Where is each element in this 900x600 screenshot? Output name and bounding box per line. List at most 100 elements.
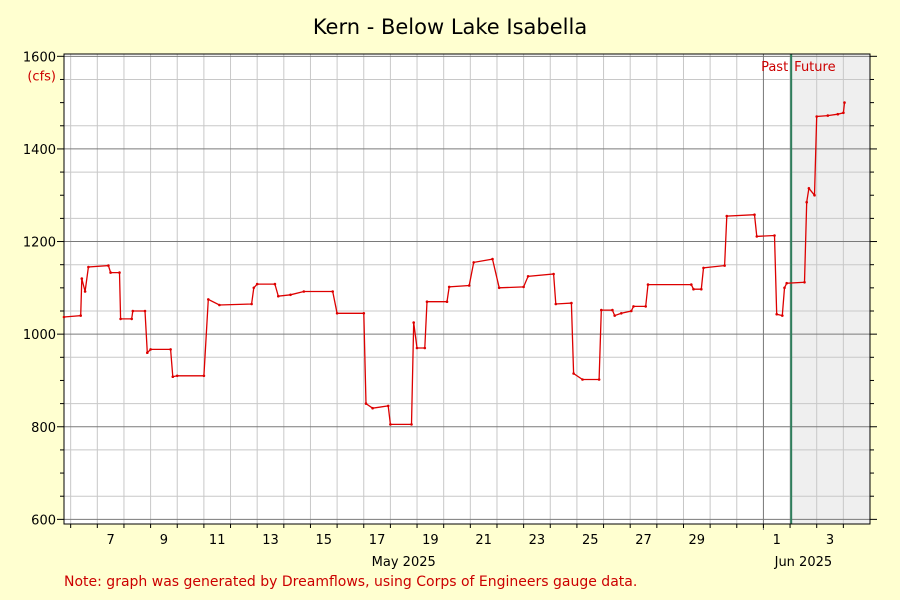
x-tick-label: 3 bbox=[826, 533, 834, 548]
data-point bbox=[805, 200, 808, 204]
data-point bbox=[725, 214, 729, 218]
y-tick-label: 800 bbox=[31, 421, 56, 436]
data-point bbox=[644, 305, 647, 308]
x-tick-labels: 7 9 11 13 15 17 19 21 23 25 27 29 1 3 bbox=[106, 533, 834, 548]
axis-ticks bbox=[57, 55, 877, 528]
data-point bbox=[611, 308, 614, 312]
data-point bbox=[843, 101, 846, 104]
data-point bbox=[836, 112, 840, 116]
data-point bbox=[425, 300, 429, 304]
month-label: Jun 2025 bbox=[774, 555, 833, 570]
data-point bbox=[785, 281, 788, 285]
data-point bbox=[632, 305, 635, 308]
data-point bbox=[497, 286, 501, 290]
x-tick-label: 17 bbox=[369, 533, 386, 548]
data-point bbox=[79, 314, 82, 317]
data-point bbox=[335, 312, 339, 315]
data-point bbox=[620, 312, 623, 315]
y-tick-label: 600 bbox=[31, 513, 56, 528]
data-point bbox=[630, 309, 633, 313]
data-point bbox=[613, 314, 616, 317]
data-point bbox=[775, 312, 778, 316]
data-point bbox=[364, 402, 368, 405]
data-point bbox=[410, 423, 413, 426]
data-point bbox=[109, 271, 112, 274]
data-point bbox=[62, 315, 66, 319]
x-tick-label: 13 bbox=[262, 533, 279, 548]
data-point bbox=[146, 351, 149, 355]
data-point bbox=[646, 283, 650, 286]
major-grid bbox=[64, 55, 870, 520]
data-point bbox=[80, 277, 84, 280]
data-point bbox=[331, 290, 335, 293]
data-point bbox=[250, 302, 253, 306]
data-point bbox=[289, 293, 292, 297]
month-labels: May 2025 Jun 2025 bbox=[372, 555, 832, 570]
data-point bbox=[472, 261, 476, 264]
data-point bbox=[445, 300, 449, 304]
data-point bbox=[807, 187, 811, 190]
footer-note: Note: graph was generated by Dreamflows,… bbox=[64, 574, 637, 590]
data-point bbox=[815, 115, 818, 118]
y-tick-label: 1400 bbox=[23, 143, 56, 158]
data-point bbox=[600, 308, 603, 312]
y-tick-label: 1600 bbox=[23, 50, 56, 65]
data-point bbox=[803, 281, 806, 284]
x-tick-label: 23 bbox=[529, 533, 546, 548]
x-tick-label: 11 bbox=[209, 533, 226, 548]
y-tick-label: 1000 bbox=[23, 328, 56, 343]
future-label: Future bbox=[794, 60, 835, 75]
data-point bbox=[277, 294, 280, 298]
data-point bbox=[755, 235, 759, 238]
data-point bbox=[118, 271, 121, 274]
y-unit-label: (cfs) bbox=[27, 69, 56, 84]
month-label: May 2025 bbox=[372, 555, 436, 570]
x-tick-label: 1 bbox=[773, 533, 781, 548]
x-tick-label: 21 bbox=[475, 533, 492, 548]
data-point bbox=[522, 285, 525, 289]
data-point bbox=[107, 264, 110, 267]
data-point bbox=[570, 301, 573, 305]
data-point bbox=[218, 303, 221, 307]
x-tick-label: 19 bbox=[422, 533, 439, 548]
x-tick-label: 9 bbox=[160, 533, 168, 548]
data-point bbox=[255, 282, 259, 286]
x-tick-label: 25 bbox=[582, 533, 599, 548]
data-point bbox=[700, 287, 703, 291]
y-tick-labels: 600 800 1000 1200 1400 1600 bbox=[23, 50, 56, 528]
y-tick-label: 1200 bbox=[23, 236, 56, 251]
future-region bbox=[791, 54, 870, 524]
data-point bbox=[773, 234, 776, 237]
chart-title: Kern - Below Lake Isabella bbox=[313, 15, 587, 39]
minor-grid bbox=[64, 54, 870, 524]
data-point bbox=[552, 272, 555, 276]
plot-frame bbox=[63, 53, 871, 525]
data-point bbox=[207, 298, 210, 301]
flow-series bbox=[62, 101, 846, 426]
data-point bbox=[423, 346, 427, 350]
data-point bbox=[783, 286, 786, 290]
data-point bbox=[526, 275, 530, 278]
past-label: Past bbox=[761, 60, 788, 75]
data-point bbox=[702, 266, 705, 270]
data-point bbox=[149, 348, 152, 351]
data-point bbox=[143, 309, 147, 313]
data-point bbox=[389, 423, 392, 426]
data-point bbox=[415, 346, 419, 350]
data-point bbox=[753, 213, 756, 216]
data-point bbox=[597, 378, 601, 381]
plot-area bbox=[64, 54, 870, 524]
data-point bbox=[581, 378, 584, 381]
data-point bbox=[447, 285, 451, 289]
data-point bbox=[169, 348, 172, 351]
data-point bbox=[371, 406, 374, 410]
data-point bbox=[554, 302, 558, 306]
data-point bbox=[131, 309, 135, 313]
data-point bbox=[83, 290, 87, 293]
data-point bbox=[842, 111, 845, 115]
data-point bbox=[826, 114, 830, 117]
data-point bbox=[130, 317, 133, 321]
data-point bbox=[692, 287, 695, 291]
data-point bbox=[302, 290, 306, 293]
